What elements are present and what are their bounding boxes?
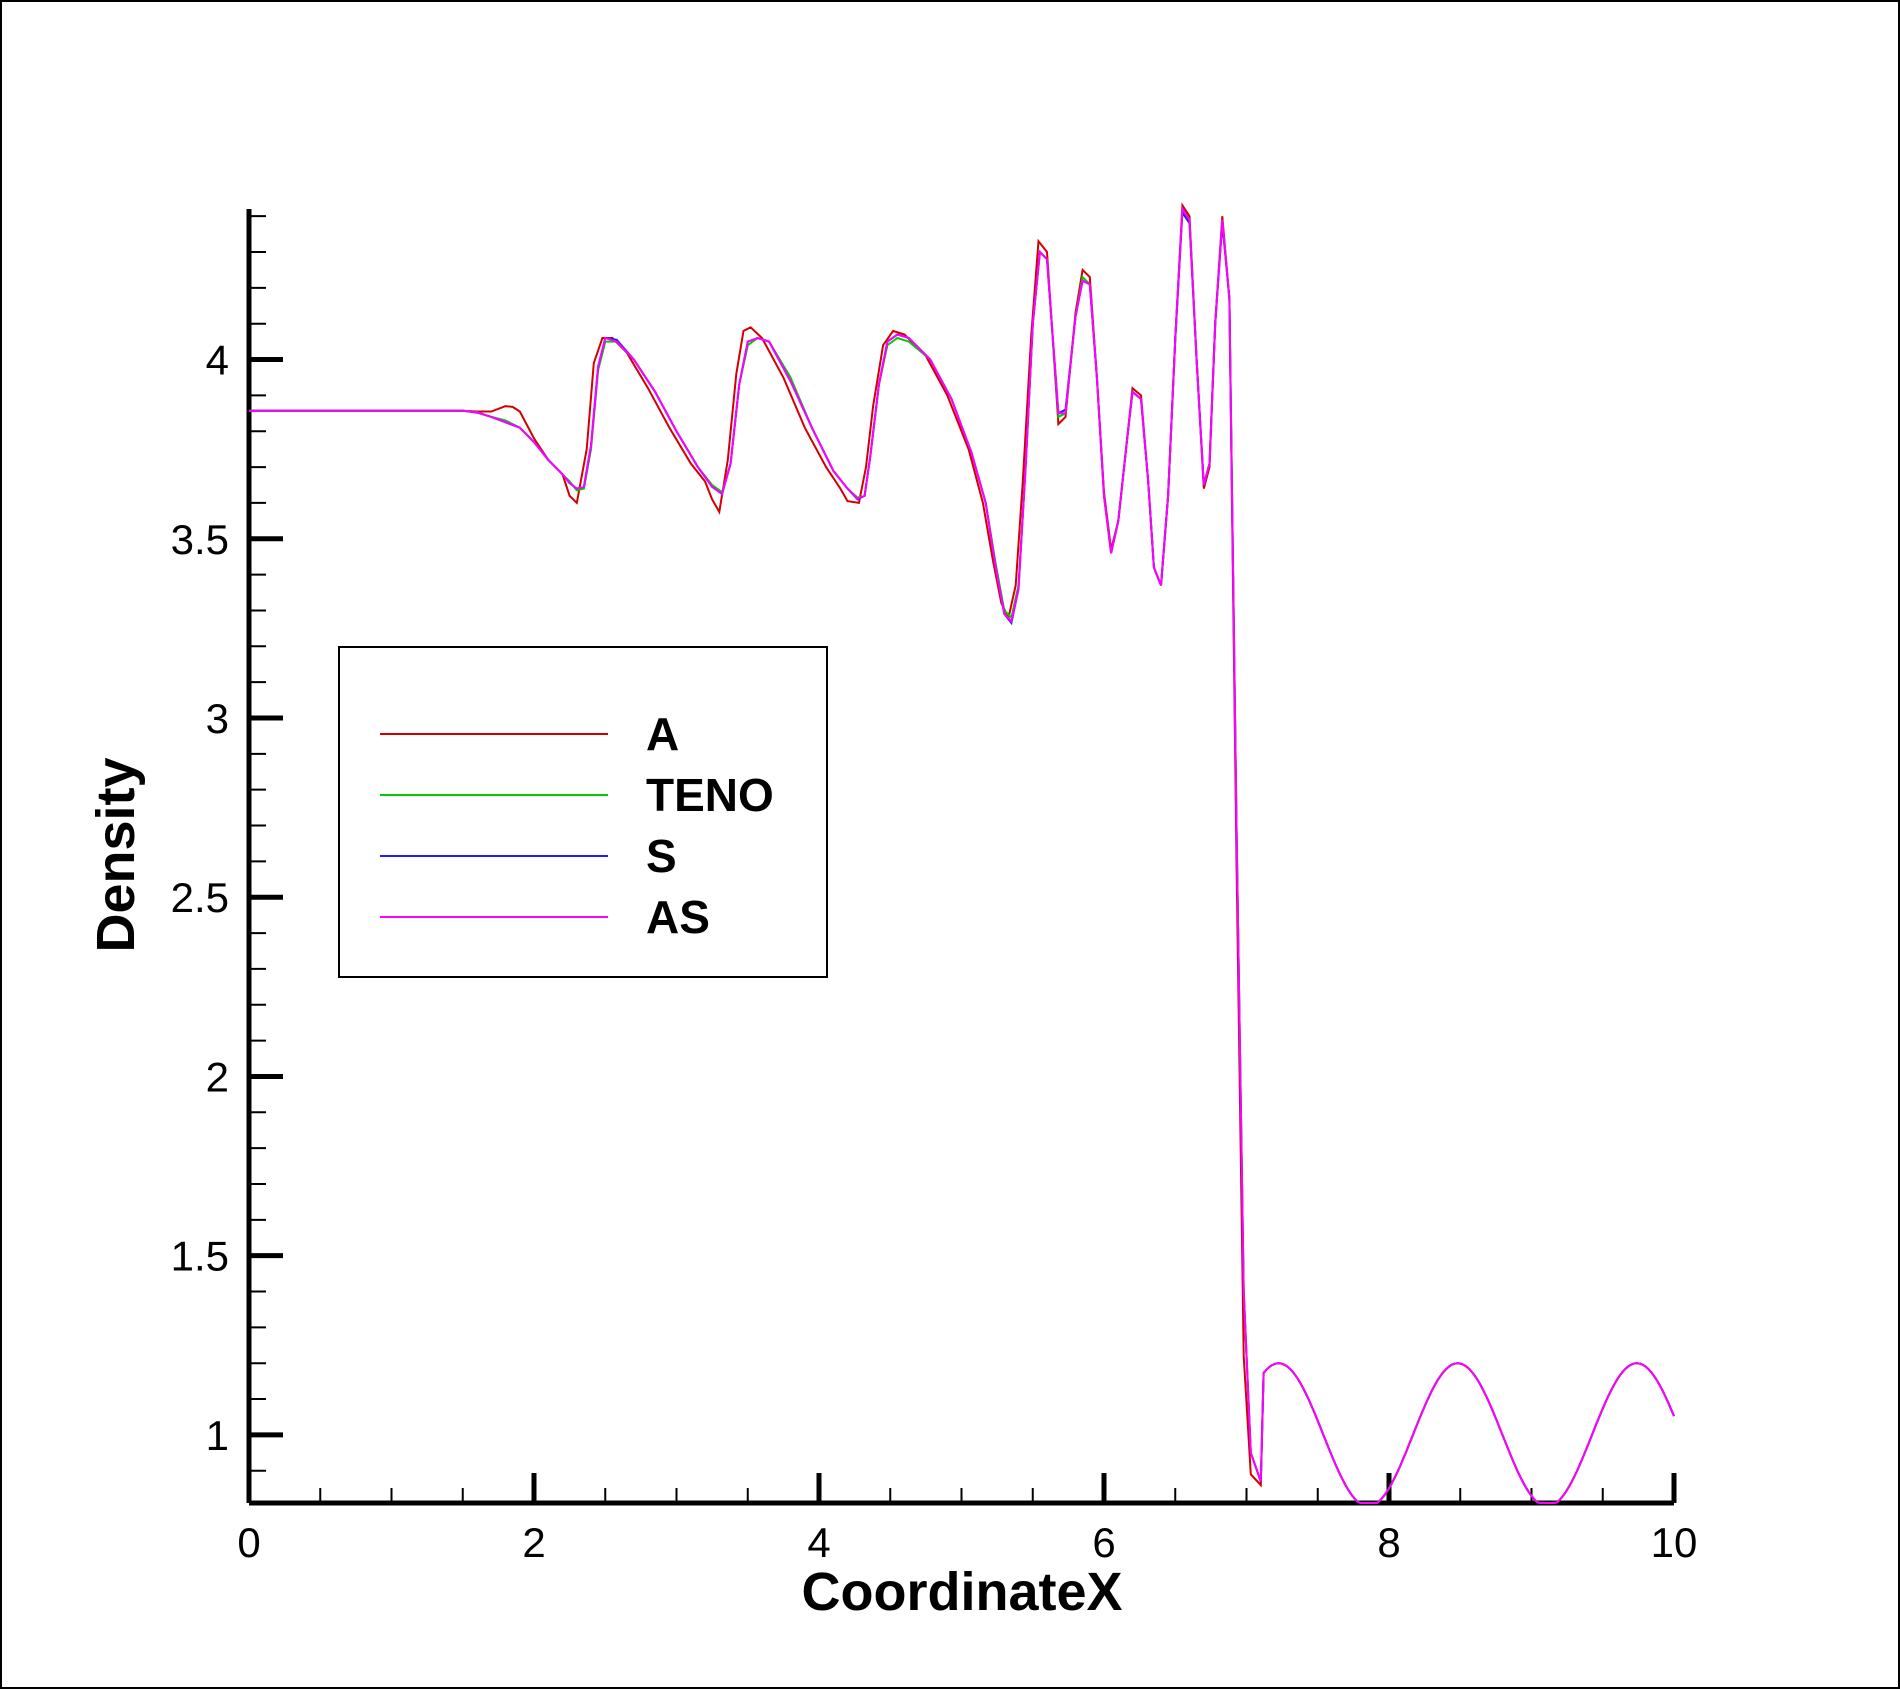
series-lines <box>249 202 1675 1504</box>
legend-label-a: A <box>646 708 679 760</box>
x-tick-label: 6 <box>1092 1519 1115 1566</box>
x-tick-label: 8 <box>1377 1519 1400 1566</box>
y-tick-label: 2.5 <box>171 874 229 921</box>
axes: 0 2 4 6 8 10 1 1.5 2 2.5 3 3.5 4 <box>171 209 1698 1566</box>
x-tick-label: 4 <box>807 1519 830 1566</box>
legend-label-s: S <box>646 830 677 882</box>
y-tick-label: 1.5 <box>171 1233 229 1280</box>
x-axis-title: CoordinateX <box>801 1562 1122 1622</box>
legend-label-as: AS <box>646 891 710 943</box>
series-line-as <box>249 205 1675 1504</box>
x-tick-label: 0 <box>237 1519 260 1566</box>
y-tick-label: 4 <box>206 337 229 384</box>
legend-label-teno: TENO <box>646 769 774 821</box>
legend-box <box>338 646 828 978</box>
y-tick-label: 2 <box>206 1053 229 1100</box>
y-tick-label: 1 <box>206 1412 229 1459</box>
y-axis-title: Density <box>86 757 146 952</box>
y-tick-label: 3 <box>206 695 229 742</box>
x-tick-label: 10 <box>1651 1519 1698 1566</box>
y-tick-label: 3.5 <box>171 516 229 563</box>
x-tick-label: 2 <box>522 1519 545 1566</box>
legend: A TENO S AS <box>338 646 828 978</box>
